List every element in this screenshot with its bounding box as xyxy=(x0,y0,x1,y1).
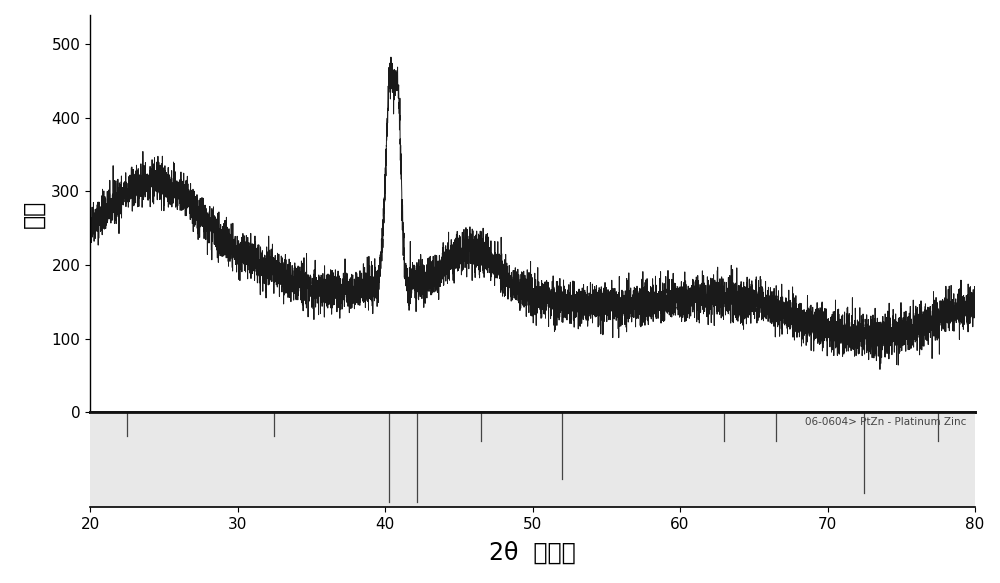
X-axis label: 2θ  （度）: 2θ （度） xyxy=(489,540,576,564)
Y-axis label: 强度: 强度 xyxy=(22,199,46,227)
Text: 06-0604> PtZn - Platinum Zinc: 06-0604> PtZn - Platinum Zinc xyxy=(805,417,966,427)
